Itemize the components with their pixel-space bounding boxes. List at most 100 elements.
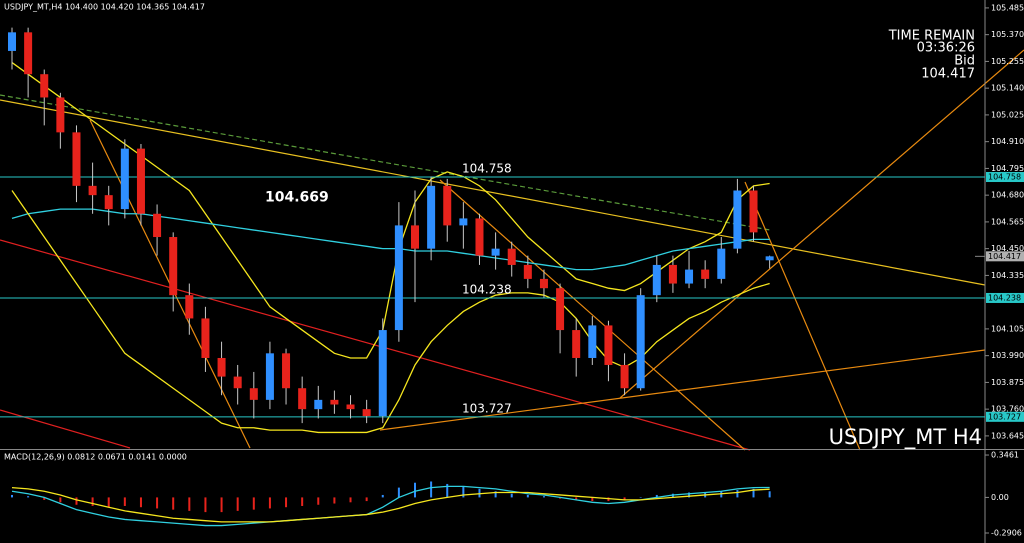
candle-body [24,32,33,75]
candle-body [362,409,371,417]
y-tick-label: 103.875 [991,378,1024,387]
histogram-bar [268,497,271,509]
histogram-bar [27,496,30,498]
candle-body [153,213,162,238]
candle-body [8,32,16,51]
candle-body [604,325,613,365]
histogram-bar [494,491,497,498]
y-tick-label: 0.00 [991,493,1009,502]
candle-body [298,388,307,410]
y-tick-label: 104.795 [991,164,1024,173]
candle-body [120,148,129,210]
candle-body [233,376,242,389]
trendline [744,181,861,451]
candle-body [652,264,661,296]
trendline [0,94,771,231]
histogram-bar [381,494,384,498]
y-tick-label: -0.2906 [991,528,1022,537]
y-tick-label: 105.025 [991,110,1024,119]
histogram-bar [591,497,594,502]
marker-label: 104.669 [265,190,329,206]
histogram-bar [220,497,223,513]
candle-body [491,248,500,256]
candle-body [475,218,484,256]
indicator-line [11,486,770,523]
candle-body [201,318,210,358]
histogram-bar [204,497,207,513]
histogram-bar [123,497,126,506]
trendline [439,179,746,451]
candle-body [539,278,548,289]
y-tick-label: 105.140 [991,84,1024,93]
level-annotation: 104.758 [462,162,512,176]
bid-label: Bid [954,54,975,69]
y-tick-label: 104.680 [991,191,1024,200]
histogram-bar [736,490,739,498]
histogram-bar [107,497,110,508]
histogram-bar [446,483,449,498]
candle-body [636,295,645,389]
candle-body [523,264,532,279]
histogram-bar [317,497,320,505]
candle-body [249,388,258,400]
candle-body [733,190,742,249]
candle-body [620,364,629,389]
timer-title: TIME REMAIN [888,29,975,44]
histogram-bar [236,497,239,511]
candle-body [507,248,516,265]
histogram-bar [188,497,191,511]
candle-body [556,288,565,331]
y-tick-label: 104.450 [991,244,1024,253]
histogram-bar [301,497,304,506]
histogram-bar [623,497,626,500]
histogram-bar [172,497,175,510]
candle-body [765,256,774,261]
level-box [986,411,1024,422]
y-tick-label: 105.370 [991,30,1024,39]
y-tick-label: 104.335 [991,271,1024,280]
histogram-bar [526,494,529,498]
histogram-bar [768,491,771,498]
y-tick-label: 104.105 [991,324,1024,333]
candle-body [346,404,355,410]
candle-body [40,74,49,98]
macd-title: MACD(12,26,9) 0.0812 0.0671 0.0141 0.000… [4,453,187,462]
candle-body [701,269,710,279]
candle-body [314,399,323,410]
candle-body [136,148,145,214]
level-axis-label: 103.727 [988,412,1021,421]
candle-body [72,132,81,186]
candle-body [685,269,694,284]
candle-body [443,185,452,226]
level-box [986,172,1024,183]
histogram-bar [43,497,46,500]
histogram-bar [414,482,416,498]
symbol-label: USDJPY_MT H4 [829,425,982,450]
y-tick-label: 0.3461 [991,451,1019,460]
histogram-bar [139,497,142,508]
y-tick-label: 104.910 [991,137,1024,146]
candle-body [88,185,97,196]
trendline [0,99,986,286]
histogram-bar [655,494,658,498]
candle-body [265,353,274,400]
candle-body [282,353,291,389]
level-axis-label: 104.238 [988,293,1021,302]
y-tick-label: 103.760 [991,405,1024,414]
candle-body [588,325,597,358]
histogram-bar [575,497,578,500]
bid-axis-label: 104.417 [988,252,1021,261]
histogram-bar [349,497,352,503]
histogram-bar [333,497,336,504]
trendline [0,239,751,451]
candle-body [217,357,226,377]
candle-body [185,295,194,319]
candle-body [330,399,339,405]
histogram-bar [542,496,545,498]
chart-header: USDJPY_MT,H4 104.400 104.420 104.365 104… [4,3,205,12]
histogram-bar [156,497,159,509]
trendline [619,49,1024,399]
level-annotation: 104.238 [462,282,512,296]
